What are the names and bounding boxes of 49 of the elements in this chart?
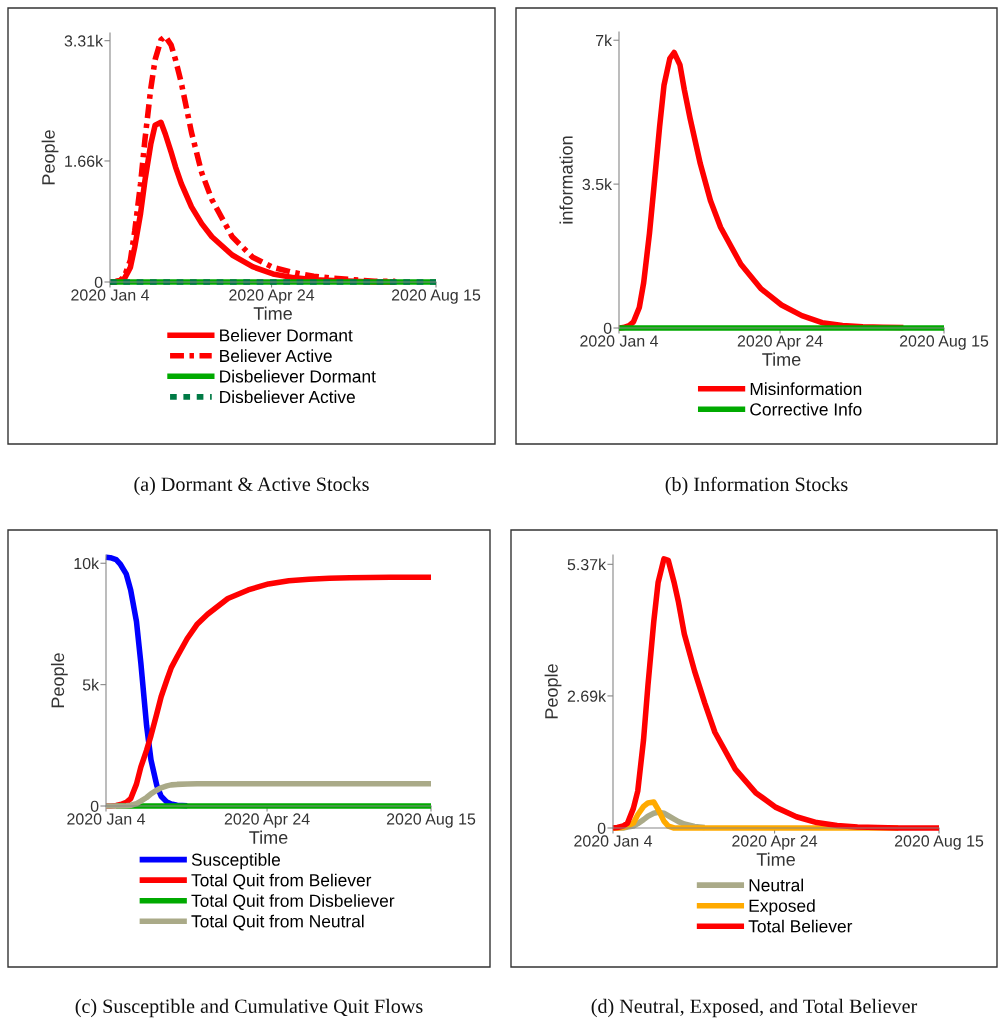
legend-label: Neutral xyxy=(749,878,804,892)
y-tick-label: 3.5k xyxy=(582,178,613,191)
legend-label: Susceptible xyxy=(191,853,281,870)
y-tick-label: 0 xyxy=(94,276,103,288)
x-tick-label: 2020 Aug 15 xyxy=(894,835,984,850)
legend-label: Disbeliever Active xyxy=(220,390,355,404)
x-tick-label: 2020 Aug 15 xyxy=(386,813,476,828)
x-tick-label: 2020 Jan 4 xyxy=(580,335,659,347)
text: (c) Susceptible and Cumulative Quit Flows xyxy=(75,998,423,1018)
x-tick-label: 2020 Apr 24 xyxy=(737,335,823,350)
y-tick-label: 0 xyxy=(90,800,99,812)
x-tick-label: 2020 Aug 15 xyxy=(391,289,481,304)
x-tick-label: 2020 Jan 4 xyxy=(71,289,150,301)
legend-label: Total Believer xyxy=(748,919,853,933)
x-axis-title: Time xyxy=(756,852,795,866)
text: (a) Dormant & Active Stocks xyxy=(134,476,369,496)
legend-label: Exposed xyxy=(749,899,815,916)
legend-label: Corrective Info xyxy=(750,402,862,416)
text: (b) Information Stocks xyxy=(665,476,848,496)
legend-label: Disbeliever Dormant xyxy=(220,369,376,383)
text: (d) Neutral, Exposed, and Total Believer xyxy=(591,998,918,1018)
legend-label: Total Quit from Believer xyxy=(191,873,372,890)
y-tick-label: 0 xyxy=(597,822,606,834)
legend-label: Misinformation xyxy=(750,382,862,396)
x-tick-label: 2020 Aug 15 xyxy=(899,335,989,350)
y-tick-label: 5k xyxy=(82,678,100,691)
y-axis-title: People xyxy=(50,653,68,708)
legend-label: Believer Active xyxy=(220,349,332,363)
x-axis-title: Time xyxy=(253,306,292,320)
x-tick-label: 2020 Apr 24 xyxy=(732,835,818,850)
x-tick-label: 2020 Jan 4 xyxy=(67,813,146,825)
y-tick-label: 10k xyxy=(74,557,100,570)
y-tick-label: 7k xyxy=(596,34,613,47)
y-tick-label: 1.66k xyxy=(65,155,104,167)
legend-label: Total Quit from Disbeliever xyxy=(191,894,395,911)
x-tick-label: 2020 Apr 24 xyxy=(229,289,315,304)
y-axis-title: People xyxy=(41,130,59,185)
y-axis-title: People xyxy=(544,664,562,719)
legend-label: Believer Dormant xyxy=(220,328,353,342)
x-tick-label: 2020 Apr 24 xyxy=(224,813,310,828)
y-tick-label: 0 xyxy=(603,322,612,334)
x-tick-label: 2020 Jan 4 xyxy=(574,835,653,847)
legend-label: Total Quit from Neutral xyxy=(191,914,364,931)
y-tick-label: 3.31k xyxy=(64,34,104,47)
x-axis-title: Time xyxy=(249,830,288,844)
y-tick-label: 5.37k xyxy=(567,558,607,571)
y-axis-title: information xyxy=(559,136,573,224)
x-axis-title: Time xyxy=(762,352,801,366)
y-tick-label: 2.69k xyxy=(567,690,607,702)
